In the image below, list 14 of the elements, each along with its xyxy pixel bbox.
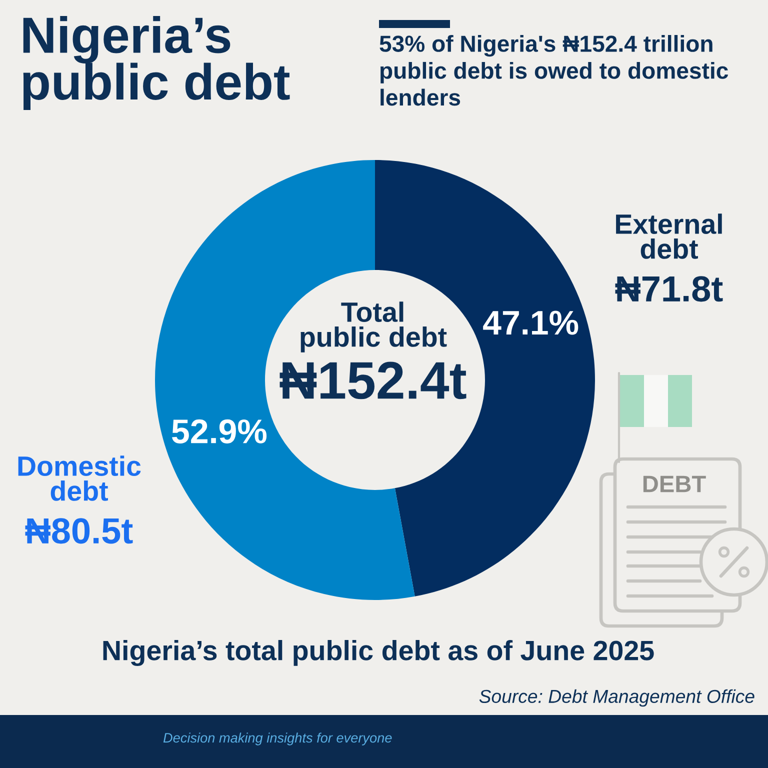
slice-label: Domestic debt: [18, 456, 141, 501]
text: Total public debt: [300, 302, 447, 352]
text: ₦80.5t: [25, 518, 133, 544]
data-label: 52.9%: [172, 419, 267, 444]
source-note: Source: Debt Management Office: [479, 689, 754, 707]
data-label: 47.1%: [483, 310, 578, 335]
text: Nigeria’s total public debt as of June 2025: [103, 640, 654, 666]
slice-label: External debt: [616, 214, 722, 259]
text: Decision making insights for everyone: [163, 732, 392, 746]
chart-title: Nigeria’s public debt: [23, 16, 290, 110]
text: ₦152.4t: [280, 362, 466, 400]
text: ₦71.8t: [615, 276, 723, 302]
chart-subtitle: 53% of Nigeria's ₦152.4 trillion public debt is owed to domestic lenders: [380, 35, 728, 106]
text: DEBT: [643, 476, 706, 492]
